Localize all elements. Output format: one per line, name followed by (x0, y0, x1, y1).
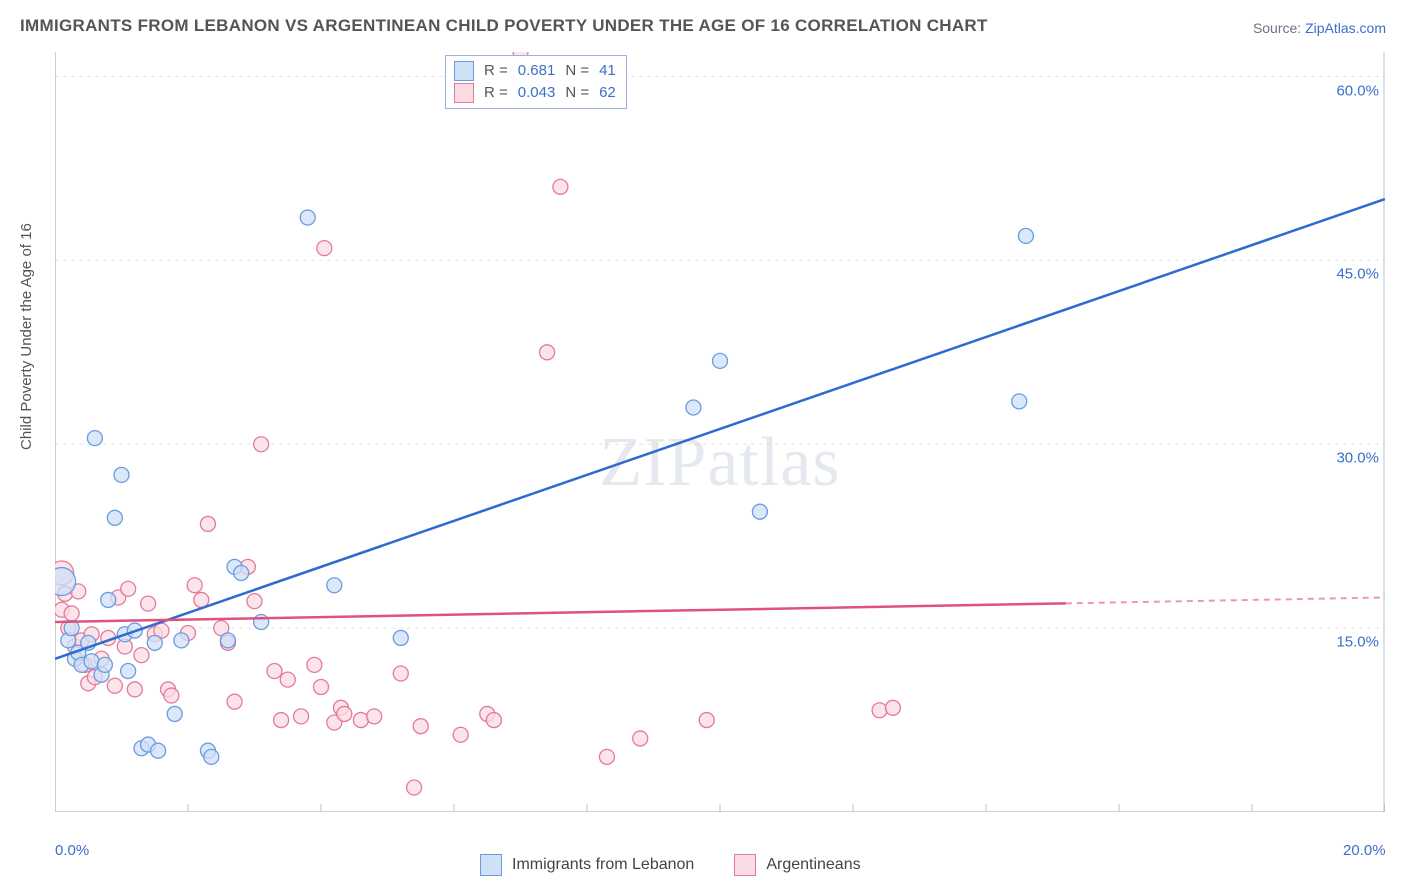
legend-item-lebanon: Immigrants from Lebanon (480, 854, 694, 876)
legend-swatch-argentineans (454, 83, 474, 103)
legend-swatch-argentineans (734, 854, 756, 876)
legend-r-value-lebanon: 0.681 (518, 60, 556, 82)
legend-n-label: N = (565, 60, 589, 82)
legend-label-argentineans: Argentineans (766, 856, 860, 874)
legend-r-label: R = (484, 82, 508, 104)
source-attribution: Source: ZipAtlas.com (1253, 20, 1386, 36)
chart-container: IMMIGRANTS FROM LEBANON VS ARGENTINEAN C… (0, 0, 1406, 892)
legend-n-value-lebanon: 41 (599, 60, 616, 82)
svg-text:ZIPatlas: ZIPatlas (599, 424, 840, 501)
legend-row-lebanon: R = 0.681 N = 41 (454, 60, 616, 82)
legend-r-value-argentineans: 0.043 (518, 82, 556, 104)
legend-row-argentineans: R = 0.043 N = 62 (454, 82, 616, 104)
legend-label-lebanon: Immigrants from Lebanon (512, 856, 694, 874)
legend-r-label: R = (484, 60, 508, 82)
legend-item-argentineans: Argentineans (734, 854, 860, 876)
legend-series: Immigrants from Lebanon Argentineans (480, 854, 861, 876)
y-axis-label: Child Poverty Under the Age of 16 (18, 223, 35, 450)
source-prefix: Source: (1253, 20, 1305, 36)
legend-correlation: R = 0.681 N = 41 R = 0.043 N = 62 (445, 55, 627, 109)
legend-n-label: N = (565, 82, 589, 104)
scatter-plot: ZIPatlas (55, 52, 1385, 812)
plot-svg: ZIPatlas (55, 52, 1385, 812)
chart-title: IMMIGRANTS FROM LEBANON VS ARGENTINEAN C… (20, 16, 988, 36)
source-link[interactable]: ZipAtlas.com (1305, 20, 1386, 36)
legend-swatch-lebanon (480, 854, 502, 876)
legend-swatch-lebanon (454, 61, 474, 81)
legend-n-value-argentineans: 62 (599, 82, 616, 104)
